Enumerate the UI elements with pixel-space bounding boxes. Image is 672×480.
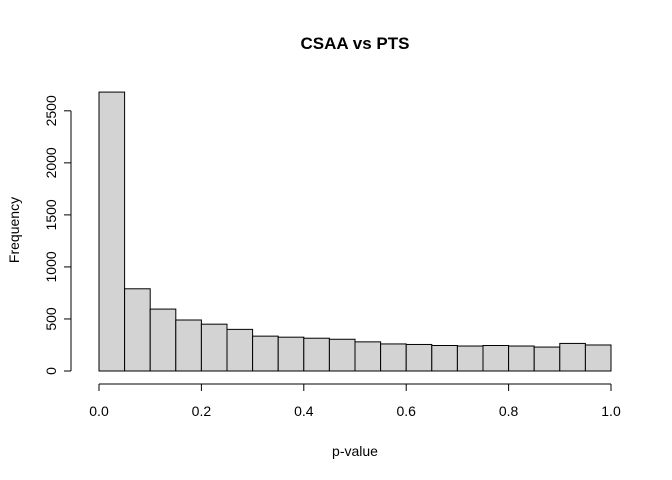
histogram-bar bbox=[303, 337, 330, 372]
histogram-bar bbox=[252, 335, 279, 372]
histogram-bar bbox=[456, 345, 484, 372]
x-tick-label: 0.2 bbox=[192, 403, 212, 419]
histogram-bar bbox=[98, 91, 126, 372]
histogram-bar bbox=[149, 308, 177, 372]
histogram-bar bbox=[559, 342, 586, 372]
histogram-bar bbox=[226, 328, 254, 372]
y-tick-label: 0 bbox=[43, 367, 59, 375]
histogram-bar bbox=[354, 341, 382, 372]
y-tick-label: 1500 bbox=[43, 199, 59, 230]
histogram-bar bbox=[380, 343, 407, 372]
histogram-bar bbox=[124, 288, 151, 372]
x-tick-label: 0.8 bbox=[499, 403, 519, 419]
histogram-bar bbox=[328, 338, 356, 372]
histogram-bar bbox=[508, 345, 535, 372]
y-tick-label: 1000 bbox=[43, 251, 59, 282]
histogram-bar bbox=[482, 345, 510, 372]
x-tick-label: 0.4 bbox=[294, 403, 314, 419]
x-tick-label: 0.6 bbox=[396, 403, 416, 419]
y-tick-label: 500 bbox=[43, 307, 59, 331]
histogram-bar bbox=[175, 319, 202, 372]
x-axis-label: p-value bbox=[332, 443, 378, 459]
histogram-bar bbox=[533, 346, 561, 372]
histogram-bar bbox=[277, 336, 305, 372]
histogram-bar bbox=[200, 323, 228, 372]
y-axis: 0 500 1000 1500 2000 2500 bbox=[43, 95, 72, 375]
y-tick-label: 2000 bbox=[43, 147, 59, 178]
y-tick-label: 2500 bbox=[43, 95, 59, 126]
histogram-bar bbox=[431, 345, 458, 372]
x-tick-label: 1.0 bbox=[601, 403, 621, 419]
x-axis: 0.0 0.2 0.4 0.6 0.8 1.0 bbox=[89, 383, 621, 419]
x-tick-label: 0.0 bbox=[89, 403, 109, 419]
chart-title: CSAA vs PTS bbox=[301, 34, 410, 53]
histogram-bar bbox=[405, 343, 433, 372]
bars-group bbox=[98, 91, 612, 372]
histogram-bar bbox=[584, 344, 612, 372]
y-axis-label: Frequency bbox=[6, 197, 22, 263]
